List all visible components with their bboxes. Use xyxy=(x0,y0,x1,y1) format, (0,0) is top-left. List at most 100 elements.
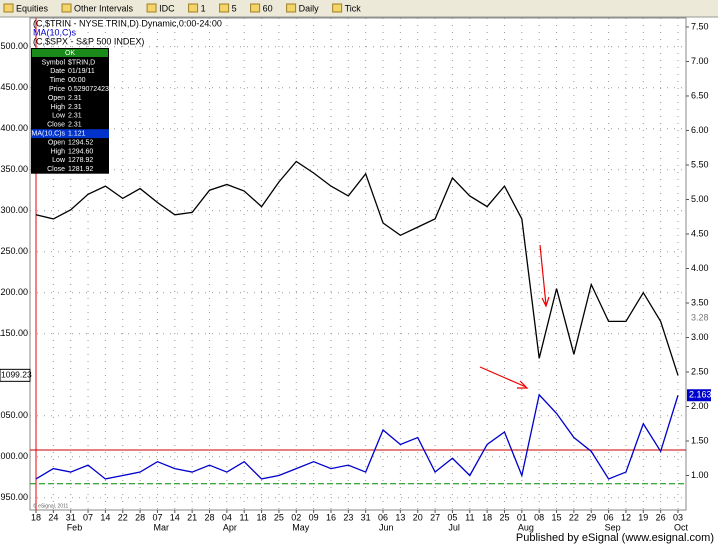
panel-highlight xyxy=(31,129,109,139)
y2-marker-label: 3.28 xyxy=(691,313,709,323)
legend-entry: (C,$SPX - S&P 500 INDEX) xyxy=(33,36,144,46)
x-tick-label: 18 xyxy=(482,512,492,522)
y2-tick-label: 1.50 xyxy=(691,435,709,445)
y2-tick-label: 4.00 xyxy=(691,263,709,273)
x-tick-label: 07 xyxy=(152,512,162,522)
month-label: May xyxy=(292,522,310,532)
panel-key: Open xyxy=(48,95,65,102)
toolbar-icon xyxy=(332,3,343,13)
y2-tick-label: 3.50 xyxy=(691,297,709,307)
x-tick-label: 09 xyxy=(309,512,319,522)
y-tick-label: 1300.00 xyxy=(0,205,28,215)
y-tick-label: 1450.00 xyxy=(0,82,28,92)
panel-value: 1294.60 xyxy=(68,148,93,155)
y2-tick-label: 5.00 xyxy=(691,194,709,204)
panel-key: MA(10,C)s xyxy=(32,130,66,137)
x-tick-label: 11 xyxy=(240,512,249,522)
panel-key: High xyxy=(51,104,66,111)
toolbar-button[interactable]: Daily xyxy=(299,3,320,13)
toolbar-icon xyxy=(3,3,14,13)
x-tick-label: 06 xyxy=(604,512,614,522)
toolbar-icon xyxy=(188,3,199,13)
panel-value: 1278.92 xyxy=(68,157,93,164)
panel-value: 2.31 xyxy=(68,104,82,111)
panel-value: 1.121 xyxy=(68,130,86,137)
month-label: Jun xyxy=(379,522,394,532)
x-tick-label: 03 xyxy=(673,512,683,522)
toolbar-button[interactable]: Equities xyxy=(16,3,49,13)
chart-title: (C,$TRIN - NYSE TRIN,D) Dynamic,0:00-24:… xyxy=(33,18,222,28)
x-tick-label: 25 xyxy=(499,512,509,522)
footer: Published by eSignal (www.esignal.com) xyxy=(516,532,714,544)
month-label: Feb xyxy=(67,522,83,532)
month-label: Oct xyxy=(674,522,689,532)
last-value-box xyxy=(687,389,711,402)
series-line xyxy=(35,160,679,376)
grid xyxy=(30,18,686,510)
panel-status: OK xyxy=(65,50,75,57)
x-tick-label: 14 xyxy=(100,512,110,522)
last-value-label: 2.163 xyxy=(689,390,712,400)
panel-key: Close xyxy=(47,166,65,173)
panel-value: 1281.92 xyxy=(68,166,93,173)
y2-tick-label: 6.50 xyxy=(691,90,709,100)
x-tick-label: 15 xyxy=(552,512,562,522)
x-tick-label: 06 xyxy=(378,512,388,522)
x-tick-label: 04 xyxy=(222,512,232,522)
x-tick-label: 08 xyxy=(534,512,544,522)
panel-value: 2.31 xyxy=(68,113,82,120)
x-tick-label: 01 xyxy=(517,512,527,522)
panel-value: 2.31 xyxy=(68,122,82,129)
y2-tick-label: 5.50 xyxy=(691,159,709,169)
panel-value: 01/19/11 xyxy=(68,68,95,75)
y2-tick-label: 6.00 xyxy=(691,125,709,135)
y2-tick-label: 7.50 xyxy=(691,21,709,31)
toolbar-button[interactable]: IDC xyxy=(159,3,175,13)
x-tick-label: 11 xyxy=(465,512,474,522)
toolbar-icon xyxy=(250,3,261,13)
x-tick-label: 20 xyxy=(413,512,423,522)
y-tick-label: 1400.00 xyxy=(0,123,28,133)
toolbar-button[interactable]: Tick xyxy=(345,3,362,13)
x-tick-label: 21 xyxy=(187,512,197,522)
month-label: Aug xyxy=(518,522,534,532)
x-tick-label: 05 xyxy=(447,512,457,522)
x-tick-label: 02 xyxy=(291,512,301,522)
panel-value: 0.529072423 xyxy=(68,86,109,93)
x-tick-label: 31 xyxy=(361,512,371,522)
panel-status-bg xyxy=(32,49,108,57)
x-tick-label: 19 xyxy=(638,512,648,522)
panel-value: 1294.52 xyxy=(68,139,93,146)
y2-tick-label: 1.00 xyxy=(691,470,709,480)
x-tick-label: 31 xyxy=(66,512,76,522)
toolbar-button[interactable]: 1 xyxy=(201,3,206,13)
toolbar-button[interactable]: 5 xyxy=(232,3,237,13)
series-line xyxy=(35,393,679,480)
arrow xyxy=(539,244,550,308)
toolbar-icon xyxy=(61,3,72,13)
panel-value: 00:00 xyxy=(68,77,86,84)
month-label: Jul xyxy=(448,522,460,532)
copyright: © eSignal, 2011 xyxy=(33,502,69,509)
y-tick-label: 1250.00 xyxy=(0,246,28,256)
y2-tick-label: 2.00 xyxy=(691,401,709,411)
y-tick-label: 1500.00 xyxy=(0,41,28,51)
x-tick-label: 07 xyxy=(83,512,93,522)
x-tick-label: 18 xyxy=(31,512,41,522)
y-tick-label: 1050.00 xyxy=(0,410,28,420)
toolbar-button[interactable]: 60 xyxy=(263,3,273,13)
x-tick-label: 22 xyxy=(569,512,579,522)
x-tick-label: 24 xyxy=(48,512,58,522)
panel-key: Open xyxy=(48,139,65,146)
plot-area xyxy=(29,17,687,511)
x-tick-label: 16 xyxy=(326,512,336,522)
x-tick-label: 26 xyxy=(656,512,666,522)
toolbar-button[interactable]: Other Intervals xyxy=(74,3,134,13)
y2-tick-label: 4.50 xyxy=(691,228,709,238)
legend-entry: MA(10,C)s xyxy=(33,27,77,37)
toolbar-icon xyxy=(146,3,157,13)
month-label: Mar xyxy=(153,522,169,532)
x-tick-label: 23 xyxy=(343,512,353,522)
panel-key: Symbol xyxy=(42,59,66,66)
